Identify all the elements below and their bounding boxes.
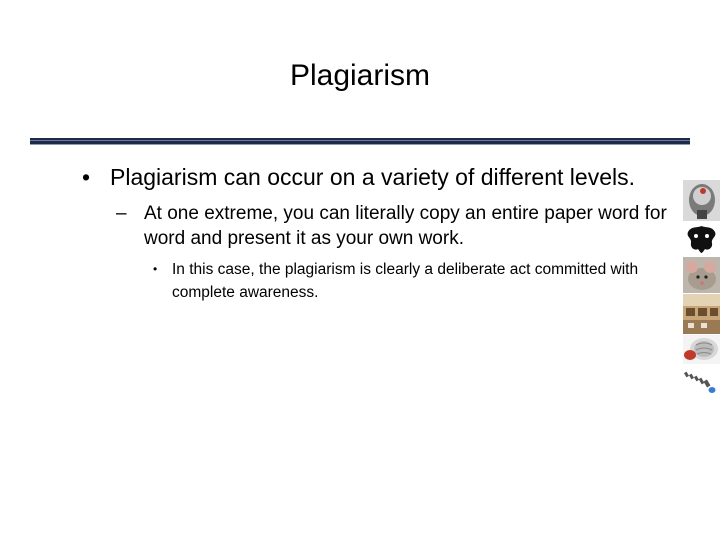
brain-model-image [683,335,720,364]
bullet-dash-icon: – [116,203,127,224]
mouse-image [683,257,720,293]
head-sculpture-image [683,180,720,221]
bullet-dot-small-icon: • [153,262,158,276]
bullet-dot-icon: • [82,164,91,190]
bullet-level-2-text: At one extreme, you can literally copy a… [144,203,667,249]
inkblot-image [683,222,720,256]
slide-body: • Plagiarism can occur on a variety of d… [80,162,680,304]
sidebar-image-strip [683,180,720,400]
title-divider [30,138,690,145]
bullet-level-2: – At one extreme, you can literally copy… [116,201,680,251]
bullet-level-3: • In this case, the plagiarism is clearl… [153,258,680,304]
slide-title: Plagiarism [289,59,431,92]
bullet-level-1: • Plagiarism can occur on a variety of d… [80,162,680,193]
bullet-level-1-text: Plagiarism can occur on a variety of dif… [110,164,635,190]
dominoes-image [683,366,720,396]
bullet-level-3-text: In this case, the plagiarism is clearly … [172,261,639,301]
lab-room-image [683,294,720,334]
